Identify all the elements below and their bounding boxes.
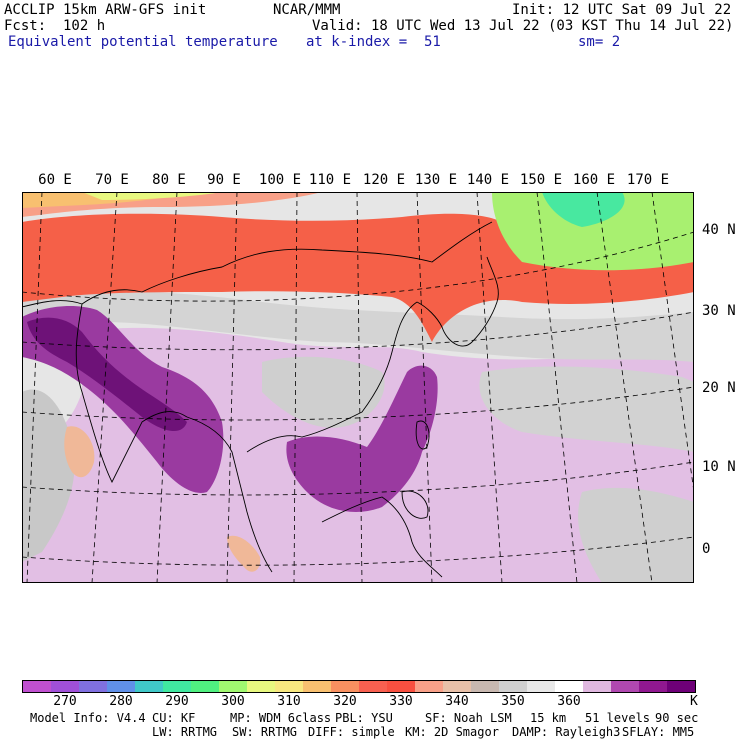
colorbar-swatch: [163, 681, 192, 692]
colorbar: [22, 680, 696, 693]
footer-longwave: LW: RRTMG: [152, 725, 218, 739]
colorbar-swatch: [499, 681, 528, 692]
colorbar-swatch: [387, 681, 416, 692]
field-region-peach: [64, 426, 95, 478]
footer-microphysics: MP: WDM 6class: [230, 711, 332, 725]
footer-cumulus: CU: KF: [152, 711, 196, 725]
colorbar-swatch: [415, 681, 444, 692]
colorbar-swatch: [555, 681, 584, 692]
footer-damping: DAMP: Rayleigh3: [512, 725, 621, 739]
colorbar-tick-label: 320: [333, 694, 357, 709]
colorbar-tick-label: 310: [277, 694, 301, 709]
field-region-peach: [227, 535, 261, 572]
equivalent-potential-temperature-map: [22, 192, 694, 583]
latitude-label: 10 N: [702, 459, 736, 475]
colorbar-swatch: [611, 681, 640, 692]
longitude-label: 80 E: [152, 172, 186, 188]
colorbar-swatch: [639, 681, 668, 692]
colorbar-tick-label: 360: [557, 694, 581, 709]
colorbar-swatch: [583, 681, 612, 692]
map-frame: [22, 192, 694, 583]
level-label: at k-index = 51: [306, 34, 441, 50]
model-title: ACCLIP 15km ARW-GFS init: [4, 2, 207, 18]
colorbar-tick-label: 290: [165, 694, 189, 709]
colorbar-swatch: [443, 681, 472, 692]
longitude-label: 120 E: [362, 172, 406, 188]
colorbar-tick-label: 280: [109, 694, 133, 709]
footer-resolution: 15 km: [530, 711, 567, 725]
colorbar-swatch: [247, 681, 276, 692]
colorbar-swatch: [51, 681, 80, 692]
colorbar-swatch: [331, 681, 360, 692]
colorbar-swatch: [79, 681, 108, 692]
colorbar-swatch: [275, 681, 304, 692]
colorbar-tick-label: 340: [445, 694, 469, 709]
colorbar-swatch: [219, 681, 248, 692]
footer-levels: 51 levels: [585, 711, 651, 725]
latitude-label: 0: [702, 541, 711, 557]
longitude-label: 110 E: [308, 172, 352, 188]
colorbar-swatch: [135, 681, 164, 692]
footer-surface-layer: SFLAY: MM5: [622, 725, 695, 739]
colorbar-tick-label: 350: [501, 694, 525, 709]
longitude-label: 60 E: [38, 172, 72, 188]
field-region-green: [542, 192, 625, 227]
colorbar-swatch: [667, 681, 696, 692]
footer-km: KM: 2D Smagor: [405, 725, 499, 739]
footer-shortwave: SW: RRTMG: [232, 725, 298, 739]
colorbar-unit: K: [690, 694, 698, 709]
organization-label: NCAR/MMM: [273, 2, 341, 18]
forecast-hour: Fcst: 102 h: [4, 18, 106, 34]
colorbar-swatch: [107, 681, 136, 692]
longitude-label: 100 E: [258, 172, 302, 188]
colorbar-swatch: [303, 681, 332, 692]
graticule: [22, 192, 694, 583]
colorbar-tick-label: 330: [389, 694, 413, 709]
latitude-label: 30 N: [702, 303, 736, 319]
longitude-label: 70 E: [95, 172, 129, 188]
footer-timestep: 90 sec: [655, 711, 699, 725]
longitude-label: 170 E: [626, 172, 670, 188]
colorbar-tick-label: 270: [53, 694, 77, 709]
colorbar-swatch: [191, 681, 220, 692]
longitude-label: 140 E: [466, 172, 510, 188]
footer-surface: SF: Noah LSM: [425, 711, 512, 725]
field-region-grey: [479, 366, 694, 452]
longitude-label: 160 E: [572, 172, 616, 188]
field-region-yellow-green: [492, 192, 694, 271]
field-region-grey-band: [22, 290, 694, 362]
colorbar-swatch: [23, 681, 52, 692]
colorbar-frame: [22, 680, 696, 693]
longitude-label: 130 E: [414, 172, 458, 188]
latitude-label: 40 N: [702, 222, 736, 238]
field-region-dark-purple: [286, 365, 438, 512]
field-name: Equivalent potential temperature: [8, 34, 278, 50]
field-region-grey: [578, 487, 694, 583]
footer-model-info: Model Info: V4.4: [30, 711, 146, 725]
colorbar-swatch: [359, 681, 388, 692]
valid-time: Valid: 18 UTC Wed 13 Jul 22 (03 KST Thu …: [312, 18, 734, 34]
colorbar-swatch: [527, 681, 556, 692]
colorbar-swatch: [471, 681, 500, 692]
init-time: Init: 12 UTC Sat 09 Jul 22: [512, 2, 732, 18]
coastlines: [22, 221, 499, 578]
field-region-grey: [22, 389, 75, 562]
colorbar-tick-label: 300: [221, 694, 245, 709]
footer-diffusion: DIFF: simple: [308, 725, 395, 739]
smoothing-label: sm= 2: [578, 34, 621, 50]
longitude-label: 150 E: [519, 172, 563, 188]
latitude-label: 20 N: [702, 380, 736, 396]
field-region-grey: [262, 356, 385, 428]
field-region-darkest-purple: [27, 317, 187, 432]
footer-pbl: PBL: YSU: [335, 711, 393, 725]
longitude-label: 90 E: [207, 172, 241, 188]
